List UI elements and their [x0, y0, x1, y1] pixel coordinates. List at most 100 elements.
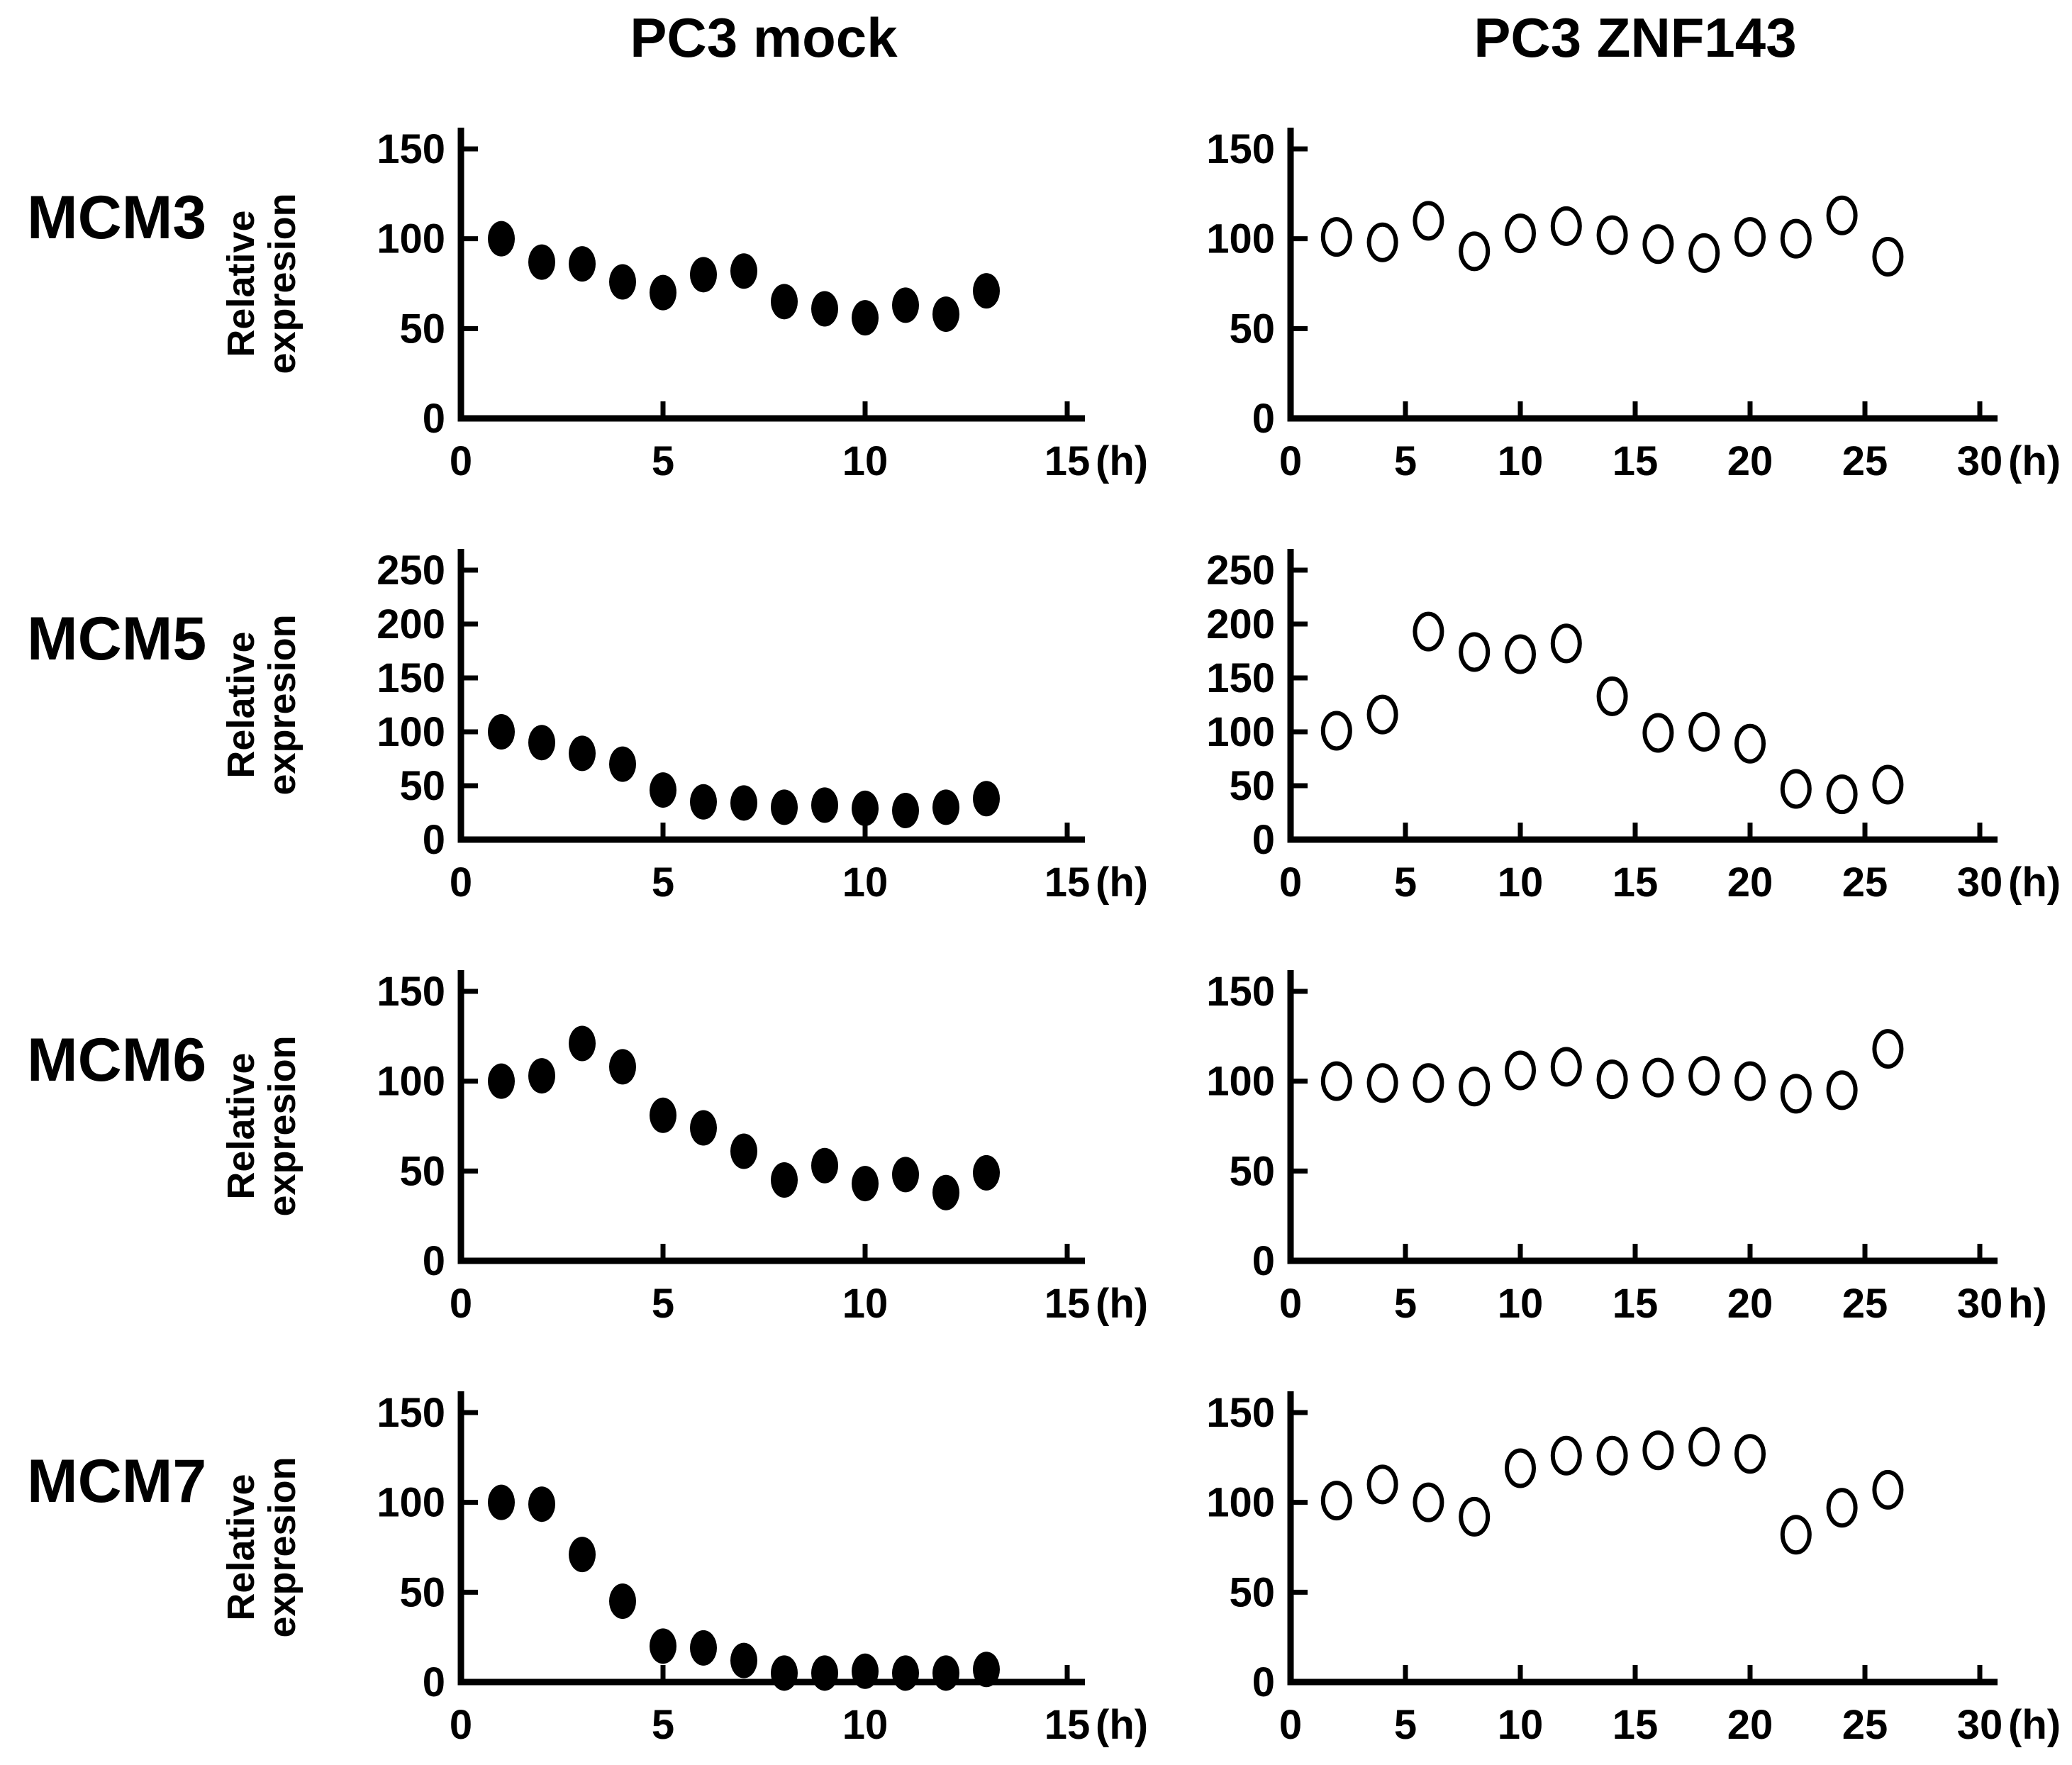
x-axis-unit-label: (h)	[1096, 859, 1148, 906]
data-point	[1872, 1469, 1904, 1510]
data-point	[811, 1655, 838, 1691]
data-point	[892, 792, 919, 828]
x-tick-label: 0	[450, 1702, 472, 1748]
data-point	[569, 246, 596, 282]
x-tick-label: 5	[652, 438, 674, 484]
x-tick-label: 5	[652, 1281, 674, 1327]
figure-row-mcm7: MCM7 Relativeexpresion 0 50 100 150 0 5 10 15 (h)…	[0, 1342, 2072, 1763]
data-point	[1872, 1029, 1904, 1069]
y-tick-label: 200	[1206, 601, 1275, 647]
y-tick-label: 50	[399, 1148, 445, 1194]
data-point	[1872, 764, 1904, 805]
data-point	[609, 1583, 636, 1619]
x-tick-label: 5	[1394, 438, 1417, 484]
data-point	[1688, 1427, 1720, 1467]
figure-row-mcm6: MCM6 Relativeexpresion 0 50 100 150 0 5 10 15 (h)…	[0, 920, 2072, 1342]
row-label-mcm7: MCM7	[27, 1447, 207, 1515]
scatter-plot: 0 50 100 150 0 5 10 15 20 25 30 h)	[1206, 969, 2047, 1327]
data-point	[1596, 215, 1628, 255]
data-point	[1366, 1464, 1398, 1505]
y-tick-label: 100	[377, 1480, 445, 1526]
data-point	[1734, 1061, 1766, 1101]
x-tick-label: 0	[1279, 438, 1302, 484]
plot-mcm3-mock: Relativeexpresion 0 50 100 150 0 5 10 15 (h)	[213, 78, 1156, 499]
figure-row-mcm3: MCM3 Relativeexpresion 0 50 100 150 0 5 10 15 (h)…	[0, 78, 2072, 499]
x-tick-label: 25	[1842, 1281, 1888, 1327]
y-tick-label: 0	[1252, 1659, 1275, 1705]
x-tick-label: 15	[1613, 1281, 1659, 1327]
y-tick-label: 150	[1206, 969, 1275, 1015]
x-tick-label: 5	[652, 859, 674, 906]
x-axis-unit-label: (h)	[2008, 438, 2061, 484]
x-tick-label: 5	[652, 1702, 674, 1748]
y-tick-label: 0	[1252, 1238, 1275, 1284]
data-point	[1550, 206, 1582, 246]
x-tick-label: 15	[1613, 1702, 1659, 1748]
data-point	[609, 746, 636, 782]
x-axis-unit-label: (h)	[1096, 1702, 1148, 1748]
y-tick-label: 0	[423, 1238, 445, 1284]
x-tick-label: 15	[1045, 1702, 1091, 1748]
x-tick-label: 0	[1279, 859, 1302, 906]
figure-row-mcm5: MCM5 Relativeexpresion 0 50 100 150 200 250 0 5 1…	[0, 499, 2072, 920]
data-point	[730, 785, 757, 821]
y-axis-label-line: expresion	[261, 193, 303, 374]
y-axis-label-line: expresion	[261, 1457, 303, 1637]
data-point	[528, 1486, 555, 1522]
x-tick-label: 10	[1498, 438, 1544, 484]
x-tick-label: 5	[1394, 1702, 1417, 1748]
data-point	[609, 1049, 636, 1085]
y-axis-label-line: Relative	[220, 1052, 262, 1199]
plot-mcm7-znf143: 0 50 100 150 0 5 10 15 20 25 30 (h)	[1156, 1342, 2072, 1763]
scatter-plot: Relativeexpresion 0 50 100 150 0 5 10 15 (h)	[220, 1390, 1148, 1748]
data-point	[1688, 1056, 1720, 1096]
data-point	[1826, 1488, 1858, 1528]
y-tick-label: 100	[377, 216, 445, 262]
data-point	[852, 300, 879, 336]
data-point	[1320, 711, 1352, 751]
figure-rows: MCM3 Relativeexpresion 0 50 100 150 0 5 10 15 (h)…	[0, 78, 2072, 1763]
data-point	[609, 264, 636, 300]
data-point	[892, 1655, 919, 1691]
x-tick-label: 10	[842, 859, 889, 906]
y-tick-label: 150	[377, 969, 445, 1015]
data-point	[1550, 1047, 1582, 1087]
x-tick-label: 10	[1498, 1281, 1544, 1327]
x-tick-label: 30	[1957, 1281, 2003, 1327]
y-tick-label: 100	[1206, 1480, 1275, 1526]
data-point	[528, 725, 555, 761]
x-tick-label: 25	[1842, 859, 1888, 906]
y-tick-label: 100	[377, 1059, 445, 1105]
data-point	[1413, 201, 1444, 241]
x-tick-label: 10	[842, 1702, 889, 1748]
data-point	[973, 781, 1000, 817]
data-point	[1688, 712, 1720, 752]
y-axis-label-line: expresion	[261, 1035, 303, 1216]
data-point	[892, 287, 919, 323]
plot-mcm7-mock: Relativeexpresion 0 50 100 150 0 5 10 15 (h)	[213, 1342, 1156, 1763]
y-tick-label: 0	[423, 817, 445, 863]
data-point	[1320, 1061, 1352, 1101]
plot-mcm5-mock: Relativeexpresion 0 50 100 150 200 250 0 5 10 15 (h…	[213, 499, 1156, 920]
x-tick-label: 15	[1045, 438, 1091, 484]
y-axis-label-line: Relative	[220, 210, 262, 357]
data-point	[1642, 713, 1674, 753]
x-tick-label: 0	[450, 859, 472, 906]
x-tick-label: 10	[1498, 1702, 1544, 1748]
x-tick-label: 15	[1045, 1281, 1091, 1327]
data-point	[1596, 1059, 1628, 1100]
x-axis-unit-label: (h)	[2008, 1702, 2061, 1748]
y-tick-label: 0	[1252, 817, 1275, 863]
scatter-plot: Relativeexpresion 0 50 100 150 200 250 0 5 10 15 (h…	[220, 547, 1148, 906]
x-tick-label: 30	[1957, 1702, 2003, 1748]
data-point	[730, 1642, 757, 1678]
data-point	[569, 1025, 596, 1062]
data-point	[650, 274, 676, 311]
x-tick-label: 0	[1279, 1702, 1302, 1748]
data-point	[730, 253, 757, 289]
x-tick-label: 15	[1613, 438, 1659, 484]
data-point	[1826, 1070, 1858, 1110]
x-tick-label: 20	[1727, 1281, 1773, 1327]
y-tick-label: 250	[377, 547, 445, 594]
data-point	[973, 273, 1000, 309]
